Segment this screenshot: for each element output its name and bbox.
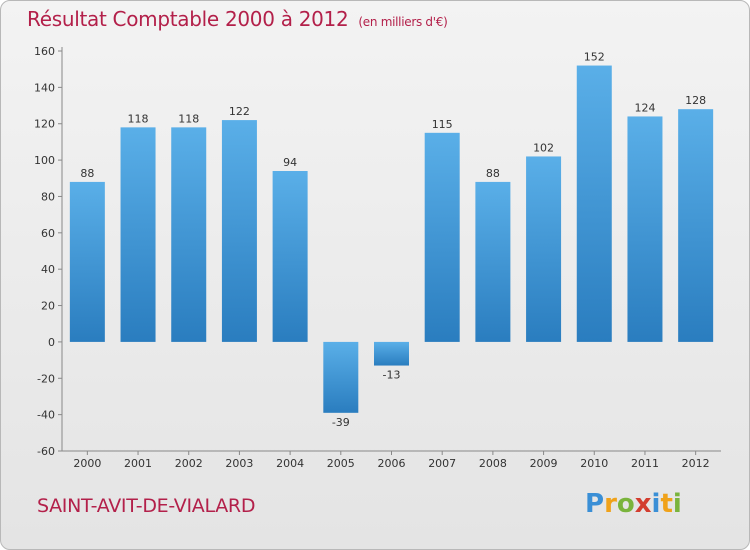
commune-name: SAINT-AVIT-DE-VIALARD <box>37 495 256 517</box>
y-tick-label: -40 <box>37 409 55 422</box>
bar-value-label: 128 <box>685 94 706 107</box>
bar <box>526 156 562 342</box>
y-tick-label: 0 <box>48 336 55 349</box>
bar <box>627 116 663 342</box>
bar-value-label: 124 <box>634 101 655 114</box>
bar-value-label: 122 <box>229 105 250 118</box>
y-tick-label: 40 <box>41 263 55 276</box>
y-tick-label: 140 <box>34 81 55 94</box>
y-tick-label: 80 <box>41 190 55 203</box>
x-tick-label: 2012 <box>682 457 710 470</box>
bar-value-label: -13 <box>383 369 401 382</box>
x-tick-label: 2003 <box>225 457 253 470</box>
logo-letter: i <box>672 489 682 519</box>
chart-subtitle: (en milliers d'€) <box>358 15 448 29</box>
y-tick-label: 60 <box>41 227 55 240</box>
y-tick-label: -20 <box>37 372 55 385</box>
x-tick-label: 2007 <box>428 457 456 470</box>
logo-letter: P <box>585 489 605 519</box>
chart-title: Résultat Comptable 2000 à 2012 (en millie… <box>27 7 448 31</box>
x-tick-label: 2001 <box>124 457 152 470</box>
y-tick-label: 120 <box>34 118 55 131</box>
x-tick-label: 2005 <box>327 457 355 470</box>
bar <box>576 65 612 342</box>
bar <box>475 181 511 342</box>
proxiti-logo: Proxiti <box>585 489 682 519</box>
bar <box>69 181 105 342</box>
y-tick-label: 20 <box>41 300 55 313</box>
x-tick-label: 2002 <box>175 457 203 470</box>
y-tick-label: 160 <box>34 45 55 58</box>
logo-letter: i <box>651 489 661 519</box>
x-tick-label: 2000 <box>73 457 101 470</box>
x-tick-label: 2004 <box>276 457 304 470</box>
x-tick-label: 2009 <box>530 457 558 470</box>
bar-value-label: 94 <box>283 156 297 169</box>
logo-letter: x <box>634 489 652 519</box>
bar <box>221 120 257 342</box>
bar-value-label: 115 <box>432 118 453 131</box>
bar-value-label: 88 <box>486 167 500 180</box>
bar <box>424 132 460 342</box>
bar <box>678 109 714 342</box>
bar-value-label: 118 <box>128 112 149 125</box>
y-tick-label: -60 <box>37 445 55 458</box>
bar <box>272 171 308 342</box>
x-tick-label: 2010 <box>580 457 608 470</box>
bar-value-label: 102 <box>533 141 554 154</box>
bar <box>120 127 156 342</box>
bar-value-label: 118 <box>178 112 199 125</box>
logo-letter: r <box>604 489 617 519</box>
logo-letter: t <box>660 489 673 519</box>
x-tick-label: 2006 <box>378 457 406 470</box>
logo-letter: o <box>616 489 635 519</box>
x-tick-label: 2011 <box>631 457 659 470</box>
bar-value-label: -39 <box>332 416 350 429</box>
y-tick-label: 100 <box>34 154 55 167</box>
bar <box>323 341 359 413</box>
x-tick-label: 2008 <box>479 457 507 470</box>
bar-value-label: 152 <box>584 51 605 64</box>
bar <box>374 341 409 366</box>
bar <box>171 127 207 342</box>
title-text: Résultat Comptable 2000 à 2012 <box>27 7 349 31</box>
bar-value-label: 88 <box>80 167 94 180</box>
